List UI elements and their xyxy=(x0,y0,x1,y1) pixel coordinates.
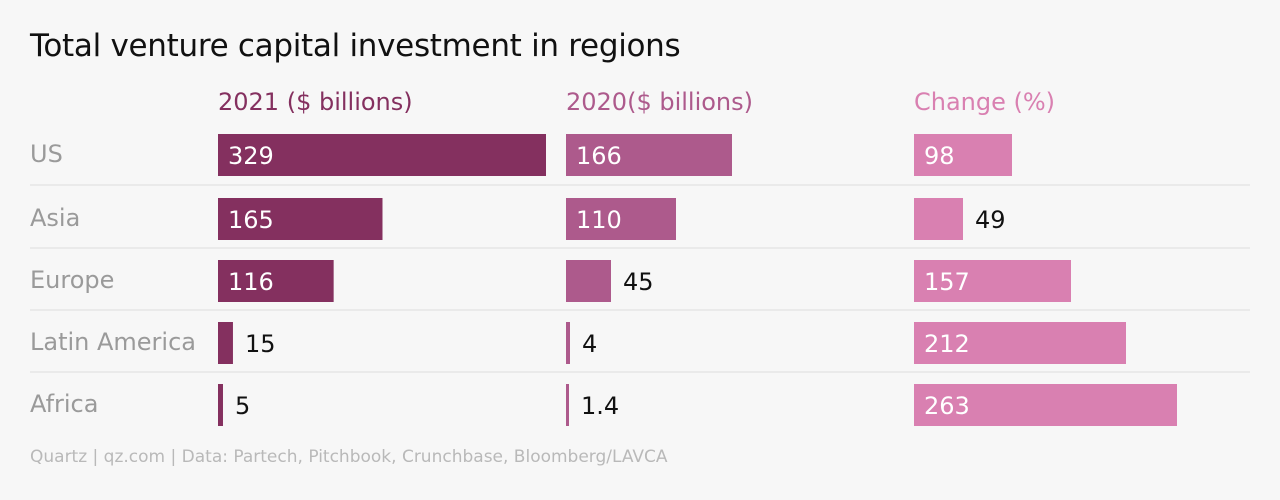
data-label: 116 xyxy=(228,268,274,296)
bar xyxy=(566,260,611,302)
bar xyxy=(914,198,963,240)
series-header: Change (%) xyxy=(914,88,1055,116)
data-label: 5 xyxy=(235,392,250,420)
bar xyxy=(914,260,1071,302)
data-label: 165 xyxy=(228,206,274,234)
source-note: Quartz | qz.com | Data: Partech, Pitchbo… xyxy=(30,447,668,467)
data-label: 157 xyxy=(924,268,970,296)
bar xyxy=(566,134,732,176)
data-label: 15 xyxy=(245,330,276,358)
series-header: 2020($ billions) xyxy=(566,88,753,116)
bar xyxy=(218,384,223,426)
bar xyxy=(218,322,233,364)
data-label: 4 xyxy=(582,330,597,358)
data-label: 263 xyxy=(924,392,970,420)
data-label: 110 xyxy=(576,206,622,234)
data-label: 45 xyxy=(623,268,654,296)
category-label: US xyxy=(30,140,63,168)
data-label: 1.4 xyxy=(581,392,619,420)
bar xyxy=(914,384,1177,426)
data-label: 98 xyxy=(924,142,955,170)
category-label: Latin America xyxy=(30,328,196,356)
data-label: 212 xyxy=(924,330,970,358)
data-label: 166 xyxy=(576,142,622,170)
bar xyxy=(566,322,570,364)
bar xyxy=(566,384,569,426)
bar xyxy=(914,134,1012,176)
bar xyxy=(218,260,334,302)
chart-title: Total venture capital investment in regi… xyxy=(30,28,681,64)
category-label: Asia xyxy=(30,204,80,232)
data-label: 329 xyxy=(228,142,274,170)
bar xyxy=(914,322,1126,364)
category-label: Europe xyxy=(30,266,114,294)
category-label: Africa xyxy=(30,390,98,418)
bar xyxy=(218,134,546,176)
data-label: 49 xyxy=(975,206,1006,234)
series-header: 2021 ($ billions) xyxy=(218,88,413,116)
bar xyxy=(218,198,383,240)
bar xyxy=(566,198,676,240)
